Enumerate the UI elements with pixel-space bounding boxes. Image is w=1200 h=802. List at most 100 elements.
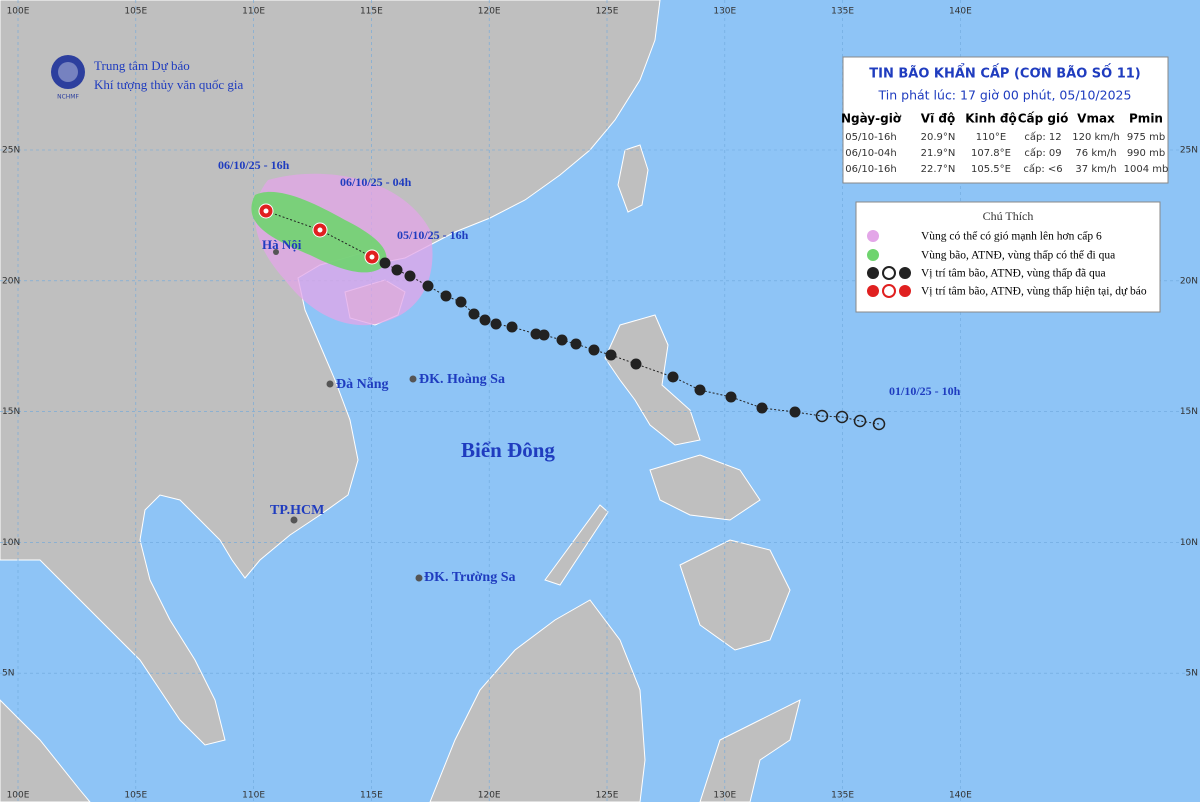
past-position — [538, 329, 550, 341]
legend-swatch — [867, 249, 879, 261]
track-label: 01/10/25 - 10h — [889, 384, 961, 398]
legend-item: Vùng bão, ATNĐ, vùng thấp có thể đi qua — [921, 249, 1115, 262]
legend-swatch — [899, 267, 911, 279]
legend-item: Vị trí tâm bão, ATNĐ, vùng thấp hiện tại… — [921, 285, 1147, 298]
table-cell: 990 mb — [1127, 148, 1165, 159]
table-cell: 22.7°N — [921, 164, 956, 175]
track-label: 06/10/25 - 16h — [218, 158, 290, 172]
table-cell: 06/10-16h — [845, 164, 897, 175]
past-position — [756, 402, 768, 414]
mindanao — [679, 539, 791, 651]
palawan — [544, 504, 609, 586]
table-cell: cấp: 12 — [1024, 131, 1061, 143]
past-position — [815, 409, 829, 423]
past-position — [570, 338, 582, 350]
table-cell: 20.9°N — [921, 132, 956, 143]
past-position — [630, 358, 642, 370]
city-dot — [415, 574, 423, 582]
logo-inner — [58, 62, 78, 82]
table-header: Ngày-giờ — [841, 112, 902, 126]
lon-label: 140E — [949, 791, 972, 801]
table-cell: 107.8°E — [971, 148, 1011, 159]
org-name: Khí tượng thủy văn quốc gia — [94, 77, 244, 92]
place-label: Đà Nẵng — [336, 376, 389, 392]
bulletin-box: TIN BÃO KHẨN CẤP (CƠN BÃO SỐ 11) Tin phá… — [841, 56, 1169, 184]
past-position — [789, 406, 801, 418]
forecast-core — [317, 227, 323, 233]
table-cell: 37 km/h — [1075, 164, 1116, 175]
lon-label: 105E — [124, 7, 147, 17]
legend-swatch — [899, 285, 911, 297]
past-position — [455, 296, 467, 308]
lat-label: 25N — [1180, 146, 1198, 156]
place-label: ĐK. Hoàng Sa — [419, 372, 505, 387]
past-position — [667, 371, 679, 383]
table-header: Pmin — [1129, 112, 1163, 126]
past-position — [379, 257, 391, 269]
lon-label: 125E — [596, 7, 619, 17]
legend-item: Vùng có thể có gió mạnh lên hơn cấp 6 — [921, 230, 1102, 243]
past-position — [725, 391, 737, 403]
city-dot — [273, 249, 279, 255]
lon-label: 135E — [831, 791, 854, 801]
table-cell: cấp: <6 — [1023, 163, 1062, 175]
legend-item: Vị trí tâm bão, ATNĐ, vùng thấp đã qua — [921, 267, 1106, 280]
sumatra — [0, 699, 91, 802]
past-position — [506, 321, 518, 333]
table-cell: 105.5°E — [971, 164, 1011, 175]
city-dot — [326, 380, 334, 388]
table-cell: 975 mb — [1127, 132, 1165, 143]
city-dot — [290, 516, 298, 524]
lon-label: 130E — [713, 791, 736, 801]
table-header: Kinh độ — [965, 112, 1017, 126]
header: NCHMF Trung tâm Dự báo Khí tượng thủy vă… — [51, 55, 244, 101]
lon-label: 120E — [478, 7, 501, 17]
lon-label: 125E — [596, 791, 619, 801]
lon-label: 100E — [7, 7, 30, 17]
lon-label: 110E — [242, 7, 265, 17]
past-position — [872, 417, 886, 431]
table-header: Cấp gió — [1018, 112, 1069, 126]
past-position — [490, 318, 502, 330]
land — [0, 0, 801, 802]
borneo — [429, 599, 646, 802]
lon-label: 140E — [949, 7, 972, 17]
lon-label: 110E — [242, 791, 265, 801]
past-position — [422, 280, 434, 292]
luzon — [604, 314, 701, 446]
lon-label: 105E — [124, 791, 147, 801]
past-position — [588, 344, 600, 356]
logo-text: NCHMF — [57, 94, 79, 101]
lat-label: 15N — [1180, 407, 1198, 417]
track-label: 06/10/25 - 04h — [340, 175, 412, 189]
lat-label: 20N — [2, 276, 20, 286]
legend-swatch — [867, 230, 879, 242]
table-cell: cấp: 09 — [1024, 147, 1061, 159]
lon-label: 115E — [360, 7, 383, 17]
past-position — [440, 290, 452, 302]
past-position — [468, 308, 480, 320]
legend-swatch — [882, 284, 896, 298]
storm-track — [258, 203, 886, 431]
bulletin-title: TIN BÃO KHẨN CẤP (CƠN BÃO SỐ 11) — [869, 64, 1141, 82]
track-label: 05/10/25 - 16h — [397, 228, 469, 242]
lat-label: 10N — [2, 538, 20, 548]
lon-label: 115E — [360, 791, 383, 801]
city-dot — [409, 375, 417, 383]
past-position — [853, 414, 867, 428]
past-position — [605, 349, 617, 361]
mainland — [0, 0, 661, 746]
legend-title: Chú Thích — [983, 209, 1034, 223]
lon-label: 135E — [831, 7, 854, 17]
sea-label: Biển Đông — [461, 438, 555, 462]
bulletin-issued: Tin phát lúc: 17 giờ 00 phút, 05/10/2025 — [878, 88, 1132, 103]
lat-label: 5N — [2, 669, 14, 679]
table-cell: 06/10-04h — [845, 148, 897, 159]
table-header: Vĩ độ — [921, 112, 955, 126]
past-position — [835, 410, 849, 424]
table-header: Vmax — [1077, 112, 1115, 126]
table-cell: 05/10-16h — [845, 132, 897, 143]
past-position — [530, 328, 542, 340]
